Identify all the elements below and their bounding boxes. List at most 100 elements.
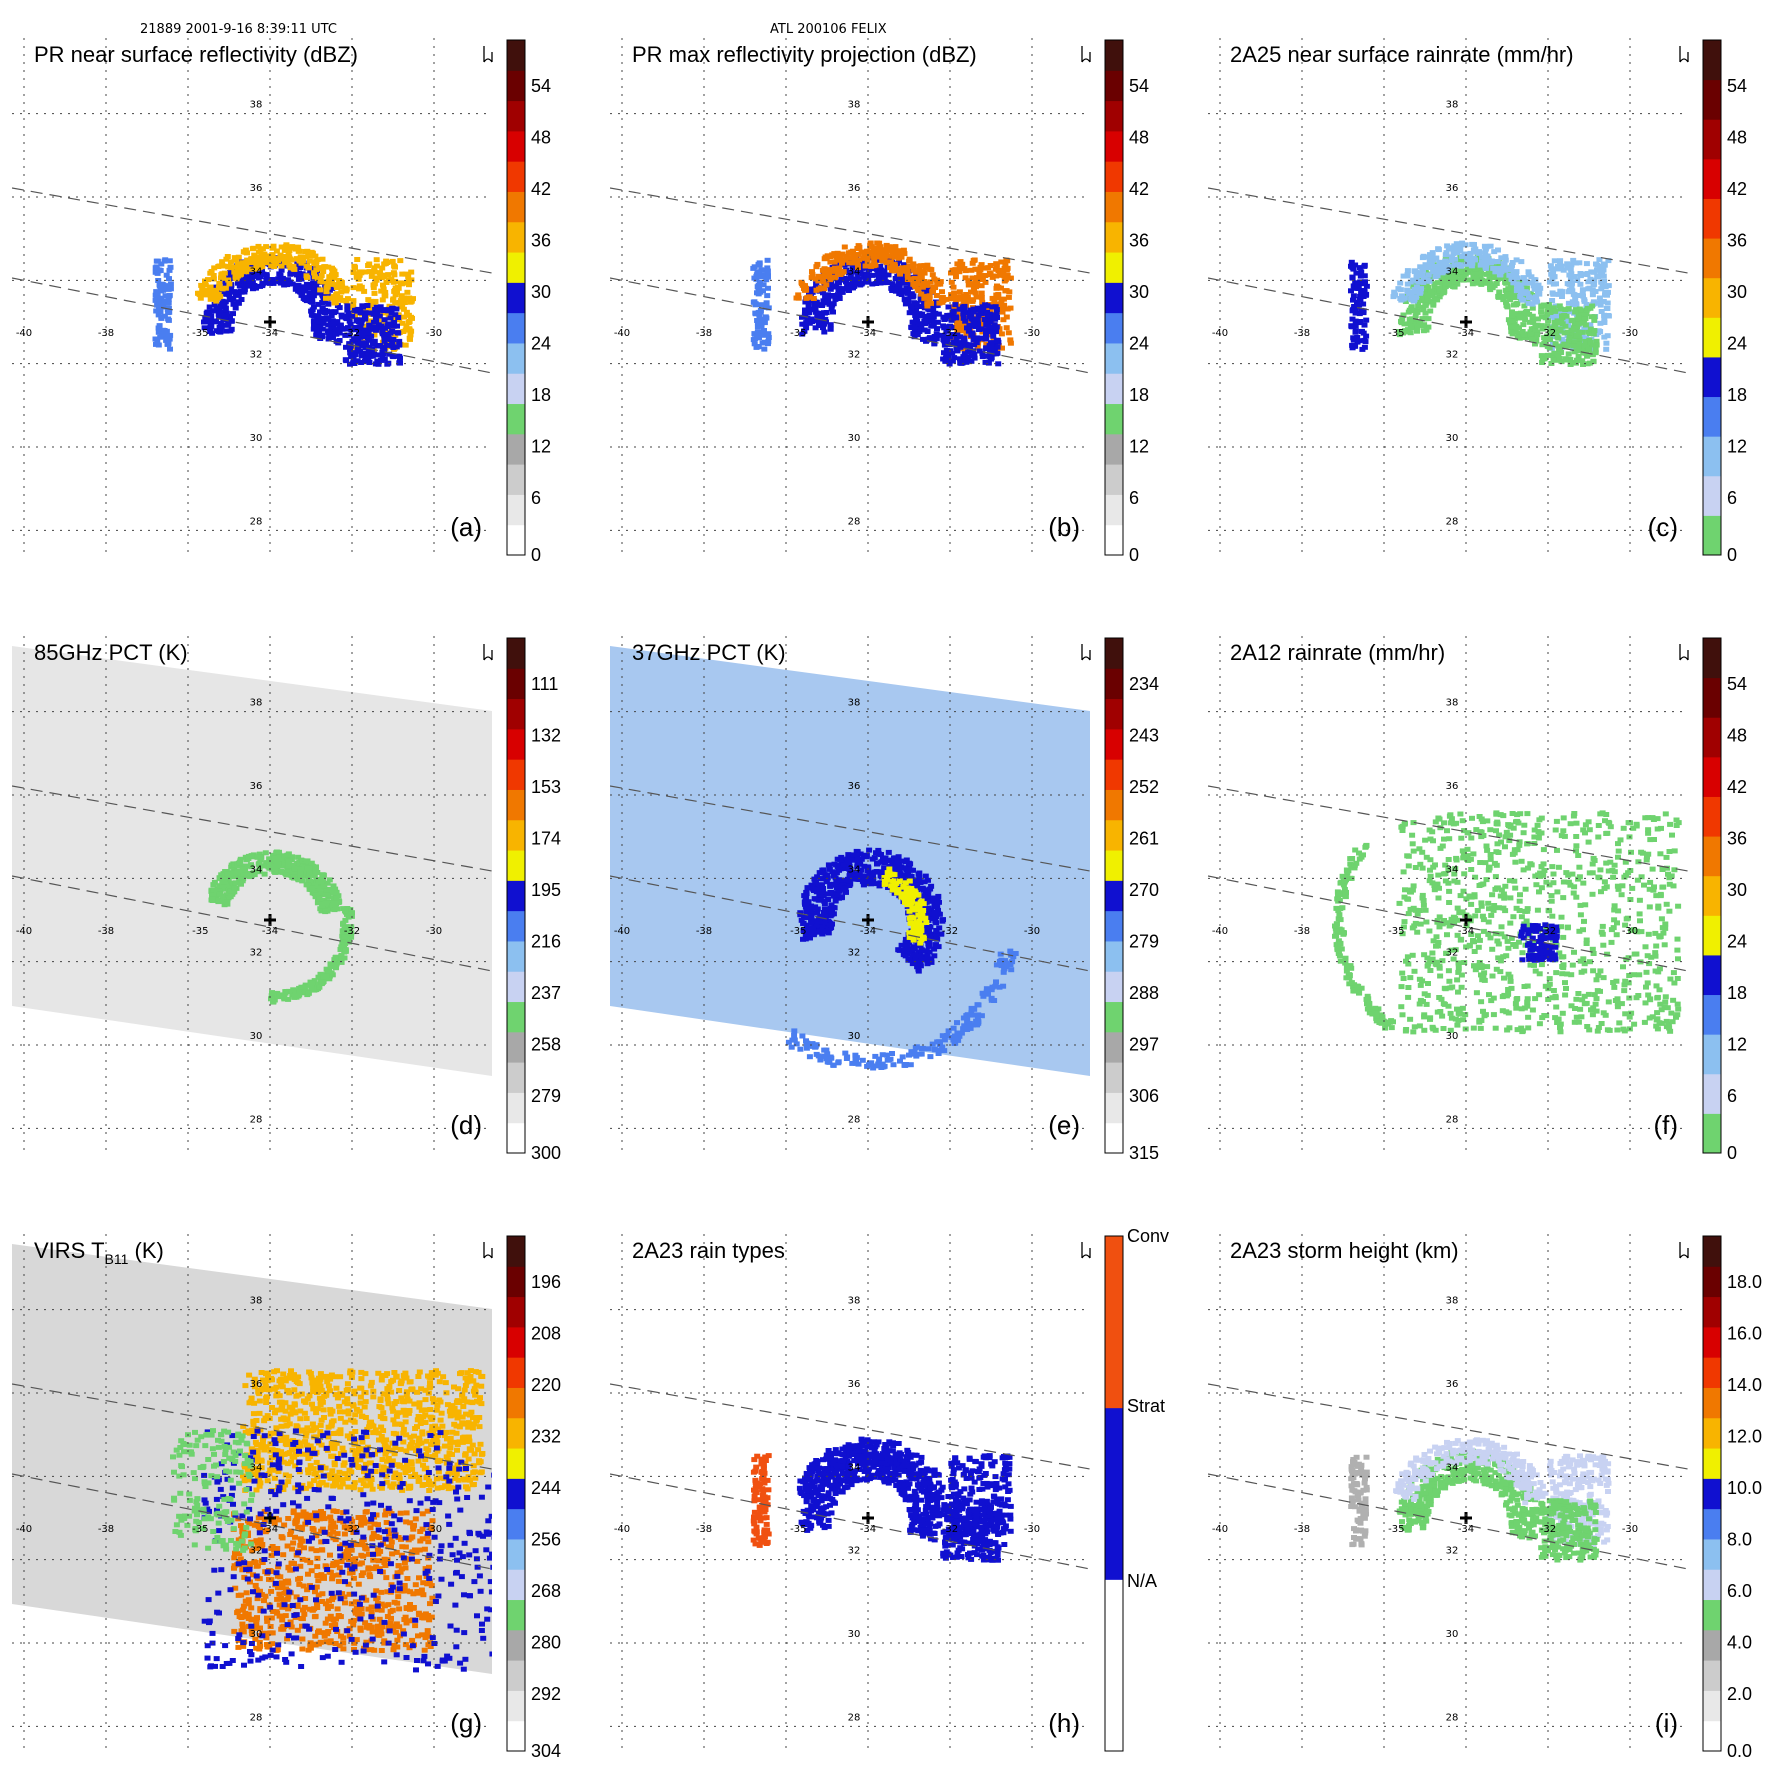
colorbar-tick-label: 30 [1129, 282, 1149, 302]
colorbar-tick-label: Strat [1127, 1396, 1165, 1416]
colorbar-swatch [1703, 79, 1721, 120]
colorbar-tick-label: 243 [1129, 726, 1159, 746]
colorbar-tick-label: 30 [1727, 282, 1747, 302]
lon-tick-label: -30 [1024, 1524, 1040, 1535]
colorbar-swatch [1703, 915, 1721, 956]
swath-edge-south [610, 277, 1090, 374]
lon-tick-label: -35 [790, 1524, 806, 1535]
colorbar-frame [506, 1235, 526, 1752]
panel-i: -40 -38 -35 -34 -32 -30 38 36 34 32 30 28 2A23 storm… [1208, 1234, 1762, 1761]
colorbar-swatch [507, 819, 525, 851]
colorbar-swatch [1105, 1062, 1123, 1093]
colorbar-swatch [507, 940, 525, 972]
colorbar-tick-label: N/A [1127, 1571, 1157, 1591]
colorbar-swatch [1105, 789, 1123, 821]
lat-tick-label: 30 [250, 1031, 263, 1042]
colorbar-swatch [1105, 910, 1123, 942]
colorbar-swatch [1703, 356, 1721, 398]
colorbar-tick-label: 36 [1129, 231, 1149, 251]
lat-tick-label: 32 [250, 350, 263, 361]
colorbar-swatch [1105, 1031, 1123, 1063]
colorbar-tick-label: 6.0 [1727, 1581, 1752, 1601]
colorbar-swatch [1105, 1579, 1123, 1752]
colorbar-swatch [507, 668, 525, 700]
map-content-e [610, 636, 1090, 1156]
colorbar-tick-label: 36 [1727, 231, 1747, 251]
colorbar-swatch [507, 1448, 525, 1479]
panel-title: PR max reflectivity projection (dBZ) [632, 42, 977, 67]
colorbar-tick-label: 4.0 [1727, 1633, 1752, 1653]
lon-tick-label: -34 [1458, 1524, 1474, 1535]
colorbar-tick-label: 6 [1727, 1086, 1737, 1106]
panel-label: (i) [1655, 1708, 1678, 1738]
swath-d [12, 646, 492, 1076]
colorbar-swatch [1105, 130, 1123, 162]
swath-edge-north [1208, 187, 1688, 274]
colorbar-tick-label: 0.0 [1727, 1741, 1752, 1761]
colorbar-swatch [1703, 1387, 1721, 1419]
lon-tick-label: -34 [1458, 926, 1474, 937]
colorbar-swatch [1105, 312, 1123, 344]
colorbar-tick-label: 6 [1727, 488, 1737, 508]
colorbar-swatch [507, 1417, 525, 1449]
lon-tick-label: -34 [860, 328, 876, 339]
colorbar-tick-label: 30 [531, 282, 551, 302]
colorbar-tick-label: 256 [531, 1530, 561, 1550]
colorbar-swatch [507, 1001, 525, 1033]
lon-tick-label: -34 [262, 328, 278, 339]
lat-tick-label: 36 [250, 1379, 263, 1390]
colorbar-swatch [1105, 70, 1123, 102]
colorbar-swatch [507, 1538, 525, 1570]
colorbar-swatch [1703, 1113, 1721, 1154]
swath-edge-north [12, 187, 492, 274]
lat-tick-label: 34 [250, 266, 263, 277]
lat-tick-label: 28 [250, 516, 263, 527]
colorbar-swatch [1105, 373, 1123, 405]
colorbar-swatch [1703, 1720, 1721, 1752]
lon-tick-label: -34 [262, 926, 278, 937]
colorbar-swatch [1105, 100, 1123, 132]
colorbar-swatch [507, 1296, 525, 1328]
lon-tick-label: -38 [98, 1524, 114, 1535]
lon-tick-label: -32 [942, 1524, 958, 1535]
colorbar-tick-label: 18 [1727, 385, 1747, 405]
colorbar-swatch [1703, 836, 1721, 877]
swath-edge-south [12, 277, 492, 374]
lon-tick-label: -34 [1458, 328, 1474, 339]
panel-title: 2A23 storm height (km) [1230, 1238, 1459, 1263]
colorbar-swatch [1703, 436, 1721, 477]
colorbar-tick-label: 279 [1129, 932, 1159, 952]
colorbar-swatch [507, 1569, 525, 1601]
lat-tick-label: 34 [1446, 1462, 1459, 1473]
lat-tick-label: 38 [250, 698, 263, 709]
colorbar-swatch [1703, 954, 1721, 996]
colorbar-swatch [507, 1092, 525, 1124]
colorbar-tick-label: 292 [531, 1684, 561, 1704]
lon-tick-label: -32 [1540, 1524, 1556, 1535]
colorbar-swatch [1105, 524, 1123, 556]
colorbar-frame [1702, 637, 1722, 1154]
colorbar-tick-label: 304 [531, 1741, 561, 1761]
swath-edge-south [1208, 277, 1688, 374]
panel-label: (c) [1648, 512, 1678, 542]
colorbar-tick-label: 18 [531, 385, 551, 405]
swath-edge-south [12, 875, 492, 972]
lat-tick-label: 38 [250, 100, 263, 111]
colorbar-tick-label: 18 [1727, 983, 1747, 1003]
colorbar-swatch [1105, 464, 1123, 495]
colorbar-tick-label: 208 [531, 1324, 561, 1344]
colorbar-frame [506, 637, 526, 1154]
lon-tick-label: -32 [344, 1524, 360, 1535]
colorbar-tick-label: Conv [1127, 1226, 1169, 1246]
lon-tick-label: -40 [1212, 926, 1228, 937]
colorbar-swatch [507, 1720, 525, 1752]
colorbar-swatch [1703, 1448, 1721, 1479]
colorbar-swatch [1105, 1001, 1123, 1033]
colorbar-swatch [1703, 1266, 1721, 1298]
colorbar-swatch [1105, 494, 1123, 526]
colorbar-swatch [1703, 515, 1721, 556]
lat-tick-label: 28 [1446, 516, 1459, 527]
lon-tick-label: -40 [1212, 1524, 1228, 1535]
lon-tick-label: -38 [1294, 1524, 1310, 1535]
lon-tick-label: -40 [614, 328, 630, 339]
